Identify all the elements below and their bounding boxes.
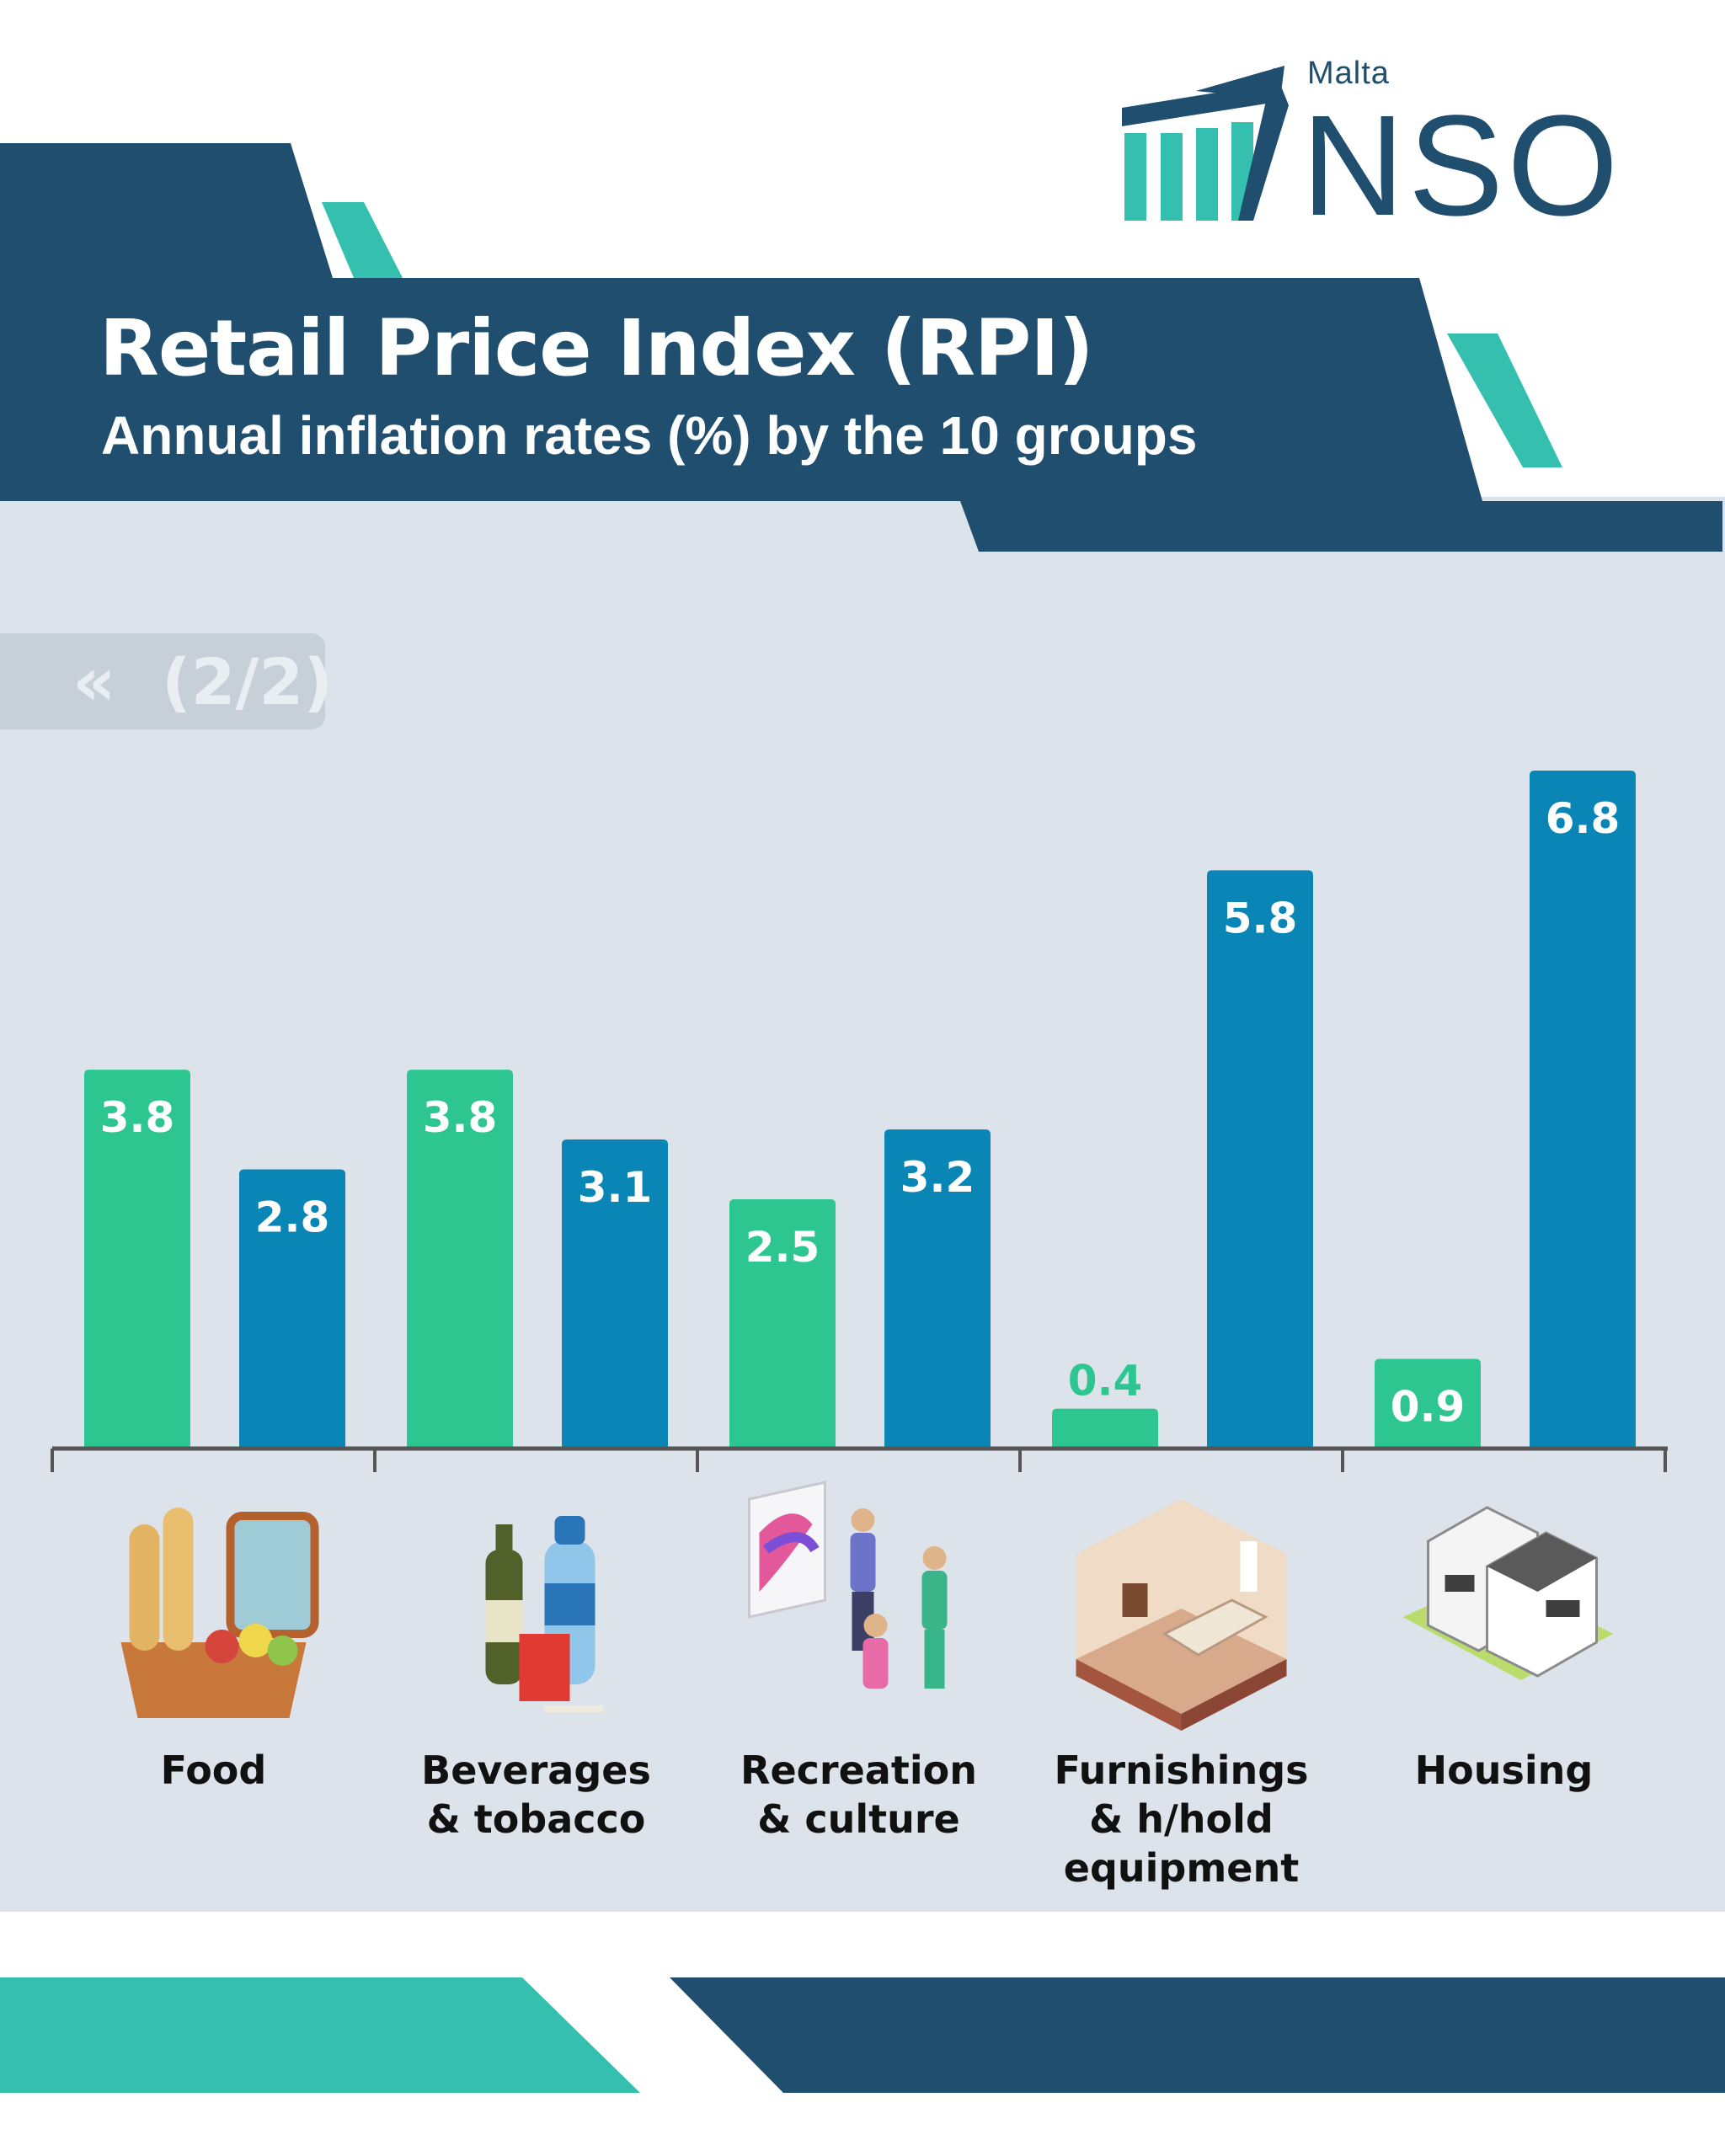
footer-teal-band: [0, 1977, 640, 2093]
category-label: Housing: [1415, 1748, 1594, 1793]
bar: [407, 1070, 513, 1449]
header-banner: [0, 143, 1722, 552]
page-indicator[interactable]: « (2/2): [0, 633, 333, 729]
data-label: 6.8: [1546, 794, 1621, 843]
bar: [84, 1070, 190, 1449]
category-label-line: Recreation: [740, 1748, 977, 1793]
bar: [562, 1139, 668, 1449]
data-label: 0.4: [1068, 1357, 1143, 1406]
nso-logo-icon: [1122, 66, 1289, 221]
bar: [1052, 1408, 1158, 1449]
bedroom-icon: [1076, 1499, 1287, 1731]
page-subtitle: Annual inflation rates (%) by the 10 gro…: [101, 405, 1198, 466]
bar: [1530, 771, 1636, 1449]
category-label-line: equipment: [1064, 1845, 1299, 1891]
picnic-basket-icon: [120, 1508, 319, 1718]
data-label: 3.2: [900, 1153, 975, 1202]
header-accent-left: [322, 202, 403, 278]
bar: [1375, 1358, 1481, 1449]
bottles-cigarettes-icon: [485, 1516, 604, 1712]
data-label: 3.8: [100, 1093, 175, 1142]
bar: [884, 1129, 991, 1449]
data-label: 3.8: [423, 1093, 498, 1142]
houses-icon: [1402, 1506, 1614, 1680]
category-label-line: Housing: [1415, 1748, 1594, 1793]
category-label: Furnishings & h/hold equipment: [1054, 1748, 1308, 1891]
page-indicator-text: (2/2): [162, 644, 333, 719]
logo-country: Malta: [1307, 56, 1390, 91]
logo-wordmark: NSO: [1301, 86, 1622, 246]
data-label: 2.5: [745, 1223, 820, 1272]
data-label: 5.8: [1223, 894, 1298, 942]
double-chevron-left-icon: «: [72, 643, 116, 721]
data-label: 3.1: [578, 1163, 653, 1212]
data-label: 2.8: [255, 1193, 330, 1242]
bar: [729, 1199, 836, 1449]
footer-navy-band: [670, 1977, 1725, 2093]
category-label-line: Beverages: [421, 1748, 651, 1793]
bar: [1207, 870, 1313, 1449]
category-label: Recreation & culture: [740, 1748, 977, 1842]
bar: [239, 1169, 345, 1449]
category-label-line: & culture: [757, 1796, 960, 1842]
category-label-line: Furnishings: [1054, 1748, 1308, 1793]
data-label: 0.9: [1391, 1382, 1466, 1431]
category-label-line: & tobacco: [427, 1796, 646, 1842]
category-label: Food: [161, 1748, 267, 1793]
header-accent-right: [1447, 334, 1562, 467]
art-gallery-icon: [748, 1481, 948, 1689]
page-title: Retail Price Index (RPI): [99, 303, 1094, 393]
category-label: Beverages & tobacco: [421, 1748, 651, 1842]
category-label-line: & h/hold: [1089, 1796, 1274, 1842]
category-label-line: Food: [161, 1748, 267, 1793]
